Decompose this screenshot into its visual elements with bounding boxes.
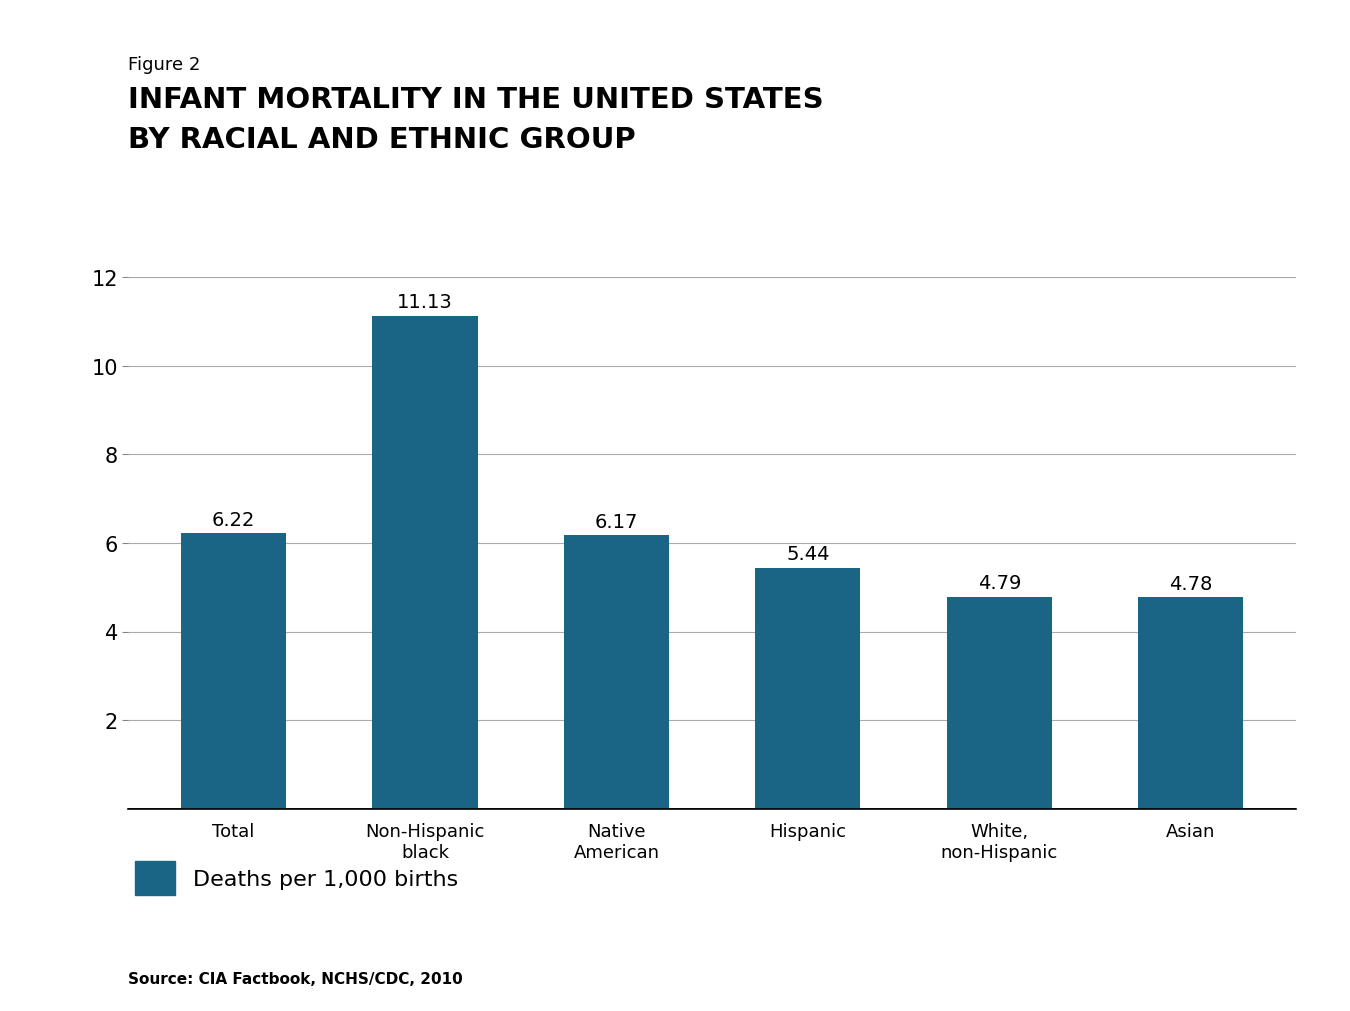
Text: 6.22: 6.22 xyxy=(212,511,255,530)
Bar xyxy=(946,596,1052,809)
Bar xyxy=(373,316,478,809)
Text: BY RACIAL AND ETHNIC GROUP: BY RACIAL AND ETHNIC GROUP xyxy=(128,126,636,155)
Text: 11.13: 11.13 xyxy=(397,293,452,312)
Bar xyxy=(181,534,286,809)
Text: Source: CIA Factbook, NCHS/CDC, 2010: Source: CIA Factbook, NCHS/CDC, 2010 xyxy=(128,971,463,986)
Text: 5.44: 5.44 xyxy=(786,545,830,564)
Bar xyxy=(755,568,860,809)
Bar xyxy=(564,536,670,809)
Text: INFANT MORTALITY IN THE UNITED STATES: INFANT MORTALITY IN THE UNITED STATES xyxy=(128,86,824,114)
Legend: Deaths per 1,000 births: Deaths per 1,000 births xyxy=(126,852,467,904)
Text: 6.17: 6.17 xyxy=(595,513,639,532)
Bar xyxy=(1138,598,1243,809)
Text: 4.79: 4.79 xyxy=(977,573,1021,592)
Text: 4.78: 4.78 xyxy=(1169,574,1212,592)
Text: Figure 2: Figure 2 xyxy=(128,56,201,74)
